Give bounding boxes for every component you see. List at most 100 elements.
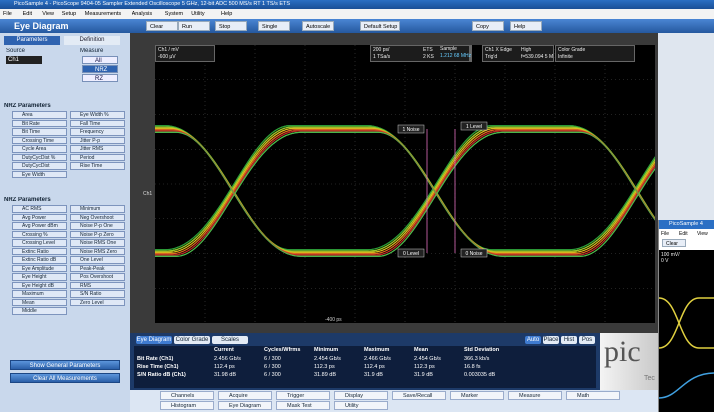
panel-tab[interactable]: Parameters [4, 36, 60, 45]
parameter-button[interactable]: Noise RMS Zero [70, 247, 125, 255]
tool-button[interactable]: Measure [508, 391, 562, 400]
column-header: Cycles/Wfrms [264, 347, 301, 353]
parameter-button[interactable]: Avg Power dBm [12, 222, 67, 230]
parameter-button[interactable]: Peak-Peak [70, 264, 125, 272]
parameter-button[interactable]: Area [12, 111, 67, 119]
tool-button[interactable]: Marker [450, 391, 504, 400]
parameter-button[interactable]: Period [70, 153, 125, 161]
parameter-button[interactable]: Frequency [70, 128, 125, 136]
parameter-button[interactable]: Pos Overshoot [70, 273, 125, 281]
toolbar-button[interactable]: Run [178, 21, 210, 31]
parameter-button[interactable]: Noise P-p One [70, 222, 125, 230]
tool-button[interactable]: Utility [334, 401, 388, 410]
eye-label: 0 Level [403, 251, 419, 257]
measure-option[interactable]: All [82, 56, 118, 64]
parameter-button[interactable]: Noise P-p Zero [70, 230, 125, 238]
source-select[interactable]: Ch1 [6, 56, 42, 64]
parameter-button[interactable]: Jitter P-p [70, 136, 125, 144]
column-header: Mean [414, 347, 429, 353]
menu-item[interactable]: Analysis [131, 11, 153, 17]
cell: 2.454 Gb/s [314, 356, 341, 362]
view-button[interactable]: Hist [561, 336, 577, 344]
menu-item[interactable]: View [42, 11, 55, 17]
parameter-button[interactable]: S/N Ratio [70, 290, 125, 298]
parameter-button[interactable]: AC RMS [12, 205, 67, 213]
view-button[interactable]: Place [543, 336, 559, 344]
menu-item[interactable]: Setup [61, 11, 77, 17]
parameter-button[interactable]: Fall Time [70, 119, 125, 127]
parameter-button[interactable]: Rise Time [70, 162, 125, 170]
parameter-button[interactable]: Crossing % [12, 230, 67, 238]
toolbar-button[interactable]: Copy [472, 21, 504, 31]
menu-item[interactable]: Edit [679, 231, 688, 237]
menu-item[interactable]: Utility [191, 11, 205, 17]
parameter-button[interactable]: Crossing Level [12, 239, 67, 247]
parameter-button[interactable]: Bit Time [12, 128, 67, 136]
menu-item[interactable]: File [661, 231, 670, 237]
column-header: Std Deviation [464, 347, 500, 353]
tool-button[interactable]: Mask Test [276, 401, 330, 410]
tool-button[interactable]: Math [566, 391, 620, 400]
toolbar-button[interactable]: Help [510, 21, 542, 31]
parameter-button[interactable]: Jitter RMS [70, 145, 125, 153]
second-window: PicoSample 4 File Edit View Clear 100 mV/0 V [658, 220, 714, 412]
toolbar-button[interactable]: Clear [662, 239, 686, 247]
parameter-button[interactable]: Middle [12, 307, 67, 315]
view-button[interactable]: Auto [525, 336, 541, 344]
parameter-button[interactable]: RMS [70, 281, 125, 289]
parameter-button[interactable]: Avg Power [12, 213, 67, 221]
tool-button[interactable]: Eye Diagram [218, 401, 272, 410]
parameter-button[interactable]: Maximum [12, 290, 67, 298]
info-text: ETS [423, 47, 433, 53]
tool-button[interactable]: Channels [160, 391, 214, 400]
menu-item[interactable]: Edit [22, 11, 33, 17]
parameter-button[interactable]: Eye Amplitude [12, 264, 67, 272]
cell: 31.9 dB [414, 372, 433, 378]
meas-tab[interactable]: Scales [212, 336, 248, 344]
menu-item[interactable]: File [3, 11, 12, 17]
parameter-button[interactable]: Bit Rate [12, 119, 67, 127]
cell: 0.003035 dB [464, 372, 496, 378]
toolbar-button[interactable]: Stop [215, 21, 247, 31]
toolbar-button[interactable]: Clear [146, 21, 178, 31]
parameter-button[interactable]: Neg Overshoot [70, 213, 125, 221]
measure-option[interactable]: NRZ [82, 65, 118, 73]
parameter-button[interactable]: One Level [70, 256, 125, 264]
meas-tab[interactable]: Eye Diagram [136, 336, 172, 344]
cell: 31.89 dB [314, 372, 337, 378]
parameter-button[interactable]: Minimum [70, 205, 125, 213]
parameter-button[interactable]: DutyCycDist [12, 162, 67, 170]
menu-item[interactable]: Measurements [84, 11, 122, 17]
toolbar-button[interactable]: Autoscale [302, 21, 334, 31]
tool-button[interactable]: Histogram [160, 401, 214, 410]
parameter-button[interactable]: Mean [12, 298, 67, 306]
toolbar-button[interactable]: Single [258, 21, 290, 31]
menu-item[interactable]: Help [221, 11, 233, 17]
tool-button[interactable]: Acquire [218, 391, 272, 400]
tool-button[interactable]: Save/Recall [392, 391, 446, 400]
tool-button[interactable]: Display [334, 391, 388, 400]
parameter-button[interactable]: Eye Width % [70, 111, 125, 119]
view-button[interactable]: Pos [579, 336, 595, 344]
menu-item[interactable]: View [697, 231, 708, 237]
panel-tab[interactable]: Definition [64, 36, 120, 45]
panel-button[interactable]: Clear All Measurements [10, 373, 120, 383]
parameter-button[interactable]: Eye Height dB [12, 281, 67, 289]
parameter-button[interactable]: Eye Height [12, 273, 67, 281]
row-name: S/N Ratio dB (Ch1) [137, 372, 186, 378]
parameter-button[interactable]: Noise RMS One [70, 239, 125, 247]
parameter-button[interactable]: Zero Level [70, 298, 125, 306]
toolbar-button[interactable]: Default Setup [360, 21, 400, 31]
cell: 31.98 dB [214, 372, 237, 378]
meas-tab[interactable]: Color Grade [174, 336, 210, 344]
parameter-button[interactable]: Eye Width [12, 170, 67, 178]
parameter-button[interactable]: Extinc Ratio [12, 247, 67, 255]
measure-option[interactable]: RZ [82, 74, 118, 82]
parameter-button[interactable]: Crossing Time [12, 136, 67, 144]
parameter-button[interactable]: Extinc Ratio dB [12, 256, 67, 264]
menu-item[interactable]: System [164, 11, 184, 17]
parameter-button[interactable]: Cycle Area [12, 145, 67, 153]
panel-button[interactable]: Show General Parameters [10, 360, 120, 370]
tool-button[interactable]: Trigger [276, 391, 330, 400]
parameter-button[interactable]: DutyCycDist % [12, 153, 67, 161]
